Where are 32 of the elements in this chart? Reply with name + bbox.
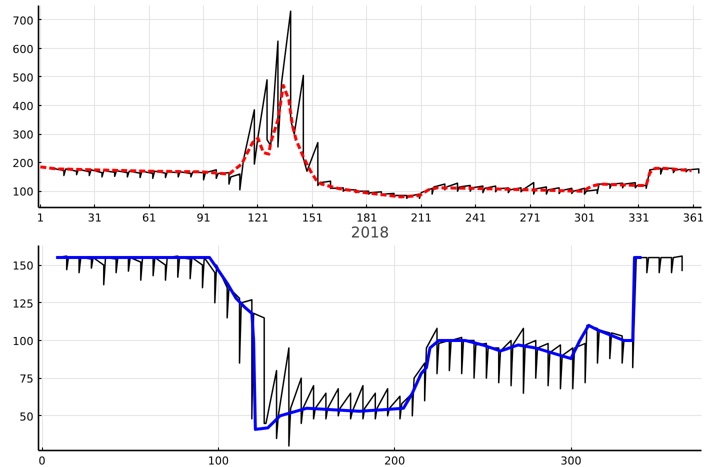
x-tick-label: 301 bbox=[574, 212, 595, 224]
x-tick-label: 300 bbox=[560, 454, 582, 467]
line-series bbox=[52, 10, 700, 200]
y-tick-label: 100 bbox=[12, 334, 34, 348]
y-tick-label: 500 bbox=[12, 71, 34, 84]
x-axis-title: 2018 bbox=[350, 224, 390, 242]
line-series bbox=[38, 84, 694, 198]
x-tick-label: 181 bbox=[356, 212, 378, 224]
y-tick-label: 400 bbox=[12, 100, 34, 113]
x-tick-label: 121 bbox=[247, 212, 268, 224]
x-tick-label: 151 bbox=[302, 212, 323, 224]
y-tick-label: 200 bbox=[12, 157, 34, 170]
x-tick-label: 100 bbox=[208, 454, 229, 467]
x-tick-label: 211 bbox=[410, 212, 432, 224]
x-tick-label: 61 bbox=[142, 212, 156, 224]
x-tick-label: 271 bbox=[520, 212, 541, 224]
y-tick-label: 100 bbox=[12, 186, 34, 199]
x-tick-label: 91 bbox=[196, 212, 211, 224]
x-tick-label: 1 bbox=[36, 212, 44, 224]
x-tick-label: 331 bbox=[628, 212, 650, 224]
x-tick-label: 200 bbox=[384, 454, 406, 467]
x-tick-label: 241 bbox=[465, 212, 486, 224]
y-tick-label: 50 bbox=[20, 410, 34, 424]
y-tick-label: 75 bbox=[20, 372, 34, 386]
y-tick-label: 125 bbox=[12, 297, 34, 310]
x-tick-label: 31 bbox=[88, 212, 102, 224]
y-tick-label: 150 bbox=[12, 260, 34, 273]
y-tick-label: 300 bbox=[12, 128, 34, 142]
y-tick-label: 600 bbox=[12, 42, 34, 56]
x-tick-label: 0 bbox=[38, 454, 46, 467]
x-tick-label: 361 bbox=[682, 212, 704, 224]
y-tick-label: 700 bbox=[12, 14, 34, 28]
